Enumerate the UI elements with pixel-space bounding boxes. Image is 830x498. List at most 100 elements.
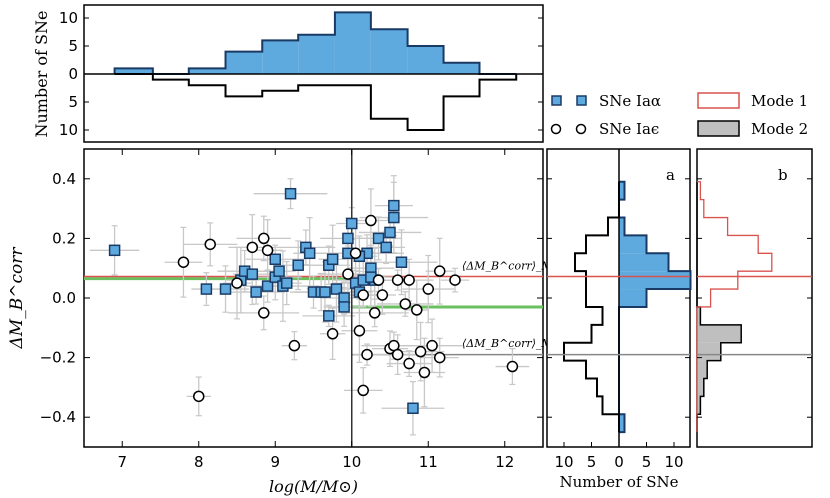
histogram-panel-b: b xyxy=(696,148,813,448)
mode1-mean-label: ⟨ΔM_B^corr⟩_M1 xyxy=(462,260,560,273)
top-alpha-bar xyxy=(370,29,408,74)
legend-mode1-swatch xyxy=(697,92,740,109)
top-epsilon-outline xyxy=(114,73,518,131)
epsilon-point xyxy=(414,345,427,358)
alpha-point xyxy=(380,241,392,254)
top-alpha-bar xyxy=(225,51,263,74)
top-alpha-bar xyxy=(298,34,335,74)
main-xtick-label: 9 xyxy=(270,453,280,471)
panel-b-mode1-outline xyxy=(696,181,773,433)
epsilon-point xyxy=(361,348,373,361)
epsilon-point xyxy=(391,348,404,361)
alpha-point xyxy=(372,232,385,245)
main-xtick-label: 8 xyxy=(194,453,204,471)
epsilon-point xyxy=(349,247,362,260)
epsilon-point xyxy=(418,366,431,379)
epsilon-point xyxy=(342,268,354,280)
main-xlabel: log(M/M⊙) xyxy=(269,477,358,496)
alpha-point xyxy=(319,286,331,298)
main-xtick-label: 12 xyxy=(495,453,514,471)
epsilon-point xyxy=(193,390,205,403)
epsilon-point xyxy=(426,339,438,352)
epsilon-point xyxy=(258,307,270,319)
epsilon-point xyxy=(261,244,274,257)
epsilon-point xyxy=(368,307,381,319)
epsilon-point xyxy=(391,274,404,286)
legend: SNe Iaα SNe Iaϵ Mode 1 Mode 2 xyxy=(550,92,808,138)
legend-epsilon-marker xyxy=(575,123,587,135)
top-ytick-label: 10 xyxy=(59,121,78,139)
top-alpha-bar xyxy=(188,68,226,74)
epsilon-point xyxy=(288,339,301,352)
alpha-point xyxy=(388,211,400,224)
alpha-point xyxy=(384,226,396,239)
epsilon-point xyxy=(353,325,366,337)
main-xtick-label: 11 xyxy=(419,453,438,471)
epsilon-point xyxy=(357,289,369,301)
epsilon-point xyxy=(326,328,339,340)
legend-mode2-label: Mode 2 xyxy=(751,120,808,138)
legend-epsilon-marker xyxy=(550,123,562,135)
epsilon-point xyxy=(204,238,216,251)
main-ytick-label: −0.2 xyxy=(40,349,76,367)
legend-mode2-swatch xyxy=(697,120,740,137)
alpha-point xyxy=(346,217,358,230)
epsilon-point xyxy=(258,232,270,245)
top-ytick-label: 5 xyxy=(68,37,78,55)
alpha-point xyxy=(108,244,121,257)
panel-a-alpha-bar xyxy=(619,414,625,433)
legend-alpha-marker xyxy=(576,95,587,106)
top-ylabel: Number of SNe xyxy=(32,11,51,138)
top-alpha-bar xyxy=(114,68,153,74)
alpha-point xyxy=(269,253,281,266)
panel-a-xtick-label: 5 xyxy=(642,453,652,471)
top-mass-histogram: 10 5 0 5 10 Number of SNe xyxy=(32,4,544,143)
panel-a-alpha-bar xyxy=(619,217,625,236)
top-ytick-label: 10 xyxy=(59,9,78,27)
main-ytick-label: −0.4 xyxy=(40,408,76,426)
alpha-point xyxy=(261,280,274,292)
alpha-point xyxy=(246,268,259,280)
epsilon-point xyxy=(376,289,389,301)
epsilon-point xyxy=(411,304,423,316)
panel-b-frame xyxy=(696,148,813,448)
main-ylabel: ΔM_B^corr xyxy=(7,247,27,350)
panel-b-mode2-bar xyxy=(697,306,701,325)
main-ytick-label: 0.2 xyxy=(52,229,76,247)
panel-b-mode2-outline xyxy=(696,181,742,433)
panel-a-alpha-bar xyxy=(619,271,691,290)
top-ytick-label: 0 xyxy=(68,65,78,83)
panel-a-alpha-bar xyxy=(619,181,625,200)
top-alpha-bar xyxy=(407,46,444,74)
alpha-point xyxy=(338,301,350,313)
alpha-point xyxy=(292,259,304,271)
alpha-point xyxy=(326,253,339,266)
panel-a-xtick-label: 10 xyxy=(664,453,683,471)
legend-epsilon-label: SNe Iaϵ xyxy=(599,120,659,138)
alpha-point xyxy=(395,256,408,268)
main-scatter-plot: 7 8 9 10 11 12 0.4 0.2 0.0 −0.2 −0.4 log(M/M⊙) ΔM_B^… xyxy=(7,148,560,496)
mode2-mean-label: ⟨ΔM_B^corr⟩_M2 xyxy=(462,337,560,350)
main-xtick-label: 10 xyxy=(342,453,361,471)
alpha-point xyxy=(250,286,262,298)
panel-b-mode2-bar xyxy=(697,324,742,343)
epsilon-point xyxy=(177,256,190,268)
alpha-point xyxy=(407,402,419,415)
alpha-point xyxy=(280,277,293,289)
epsilon-point xyxy=(449,274,461,286)
panel-a-xtick-label: 5 xyxy=(587,453,597,471)
top-alpha-bar xyxy=(334,12,371,74)
epsilon-point xyxy=(246,241,259,254)
top-alpha-bar xyxy=(443,62,480,74)
alpha-point xyxy=(200,283,213,295)
panel-a-label: a xyxy=(666,166,675,184)
alpha-point xyxy=(273,265,285,277)
main-ytick-label: 0.4 xyxy=(52,170,76,188)
epsilon-point xyxy=(403,357,415,370)
epsilon-point xyxy=(231,277,243,289)
epsilon-point xyxy=(422,283,434,295)
epsilon-point xyxy=(357,384,369,397)
alpha-point xyxy=(284,187,297,200)
top-alpha-bar xyxy=(262,40,299,74)
